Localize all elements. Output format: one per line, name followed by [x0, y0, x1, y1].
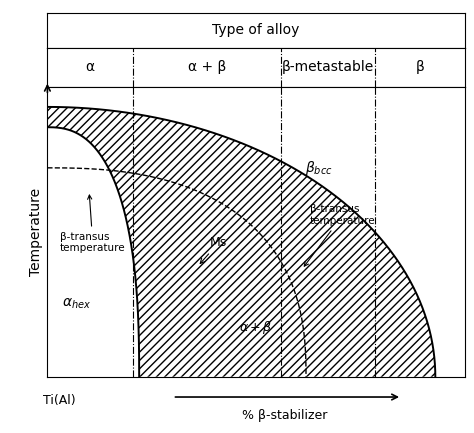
Text: % β-stabilizer: % β-stabilizer — [243, 409, 328, 422]
Text: Ti(Al): Ti(Al) — [43, 394, 76, 407]
Text: β-transus
temperature: β-transus temperature — [60, 195, 126, 253]
Text: α + β: α + β — [188, 60, 226, 74]
Text: $\alpha_{hex}$: $\alpha_{hex}$ — [62, 297, 91, 311]
Y-axis label: Temperature: Temperature — [29, 187, 43, 276]
Text: Ms: Ms — [200, 236, 228, 263]
Text: $\beta_{bcc}$: $\beta_{bcc}$ — [305, 159, 332, 177]
Text: Type of alloy: Type of alloy — [212, 23, 300, 37]
Text: $\alpha + \beta$: $\alpha + \beta$ — [239, 319, 273, 336]
Text: β-transus
temperature: β-transus temperature — [304, 204, 376, 266]
Text: β: β — [415, 60, 424, 74]
Text: β-metastable: β-metastable — [282, 60, 374, 74]
Text: α: α — [86, 60, 95, 74]
